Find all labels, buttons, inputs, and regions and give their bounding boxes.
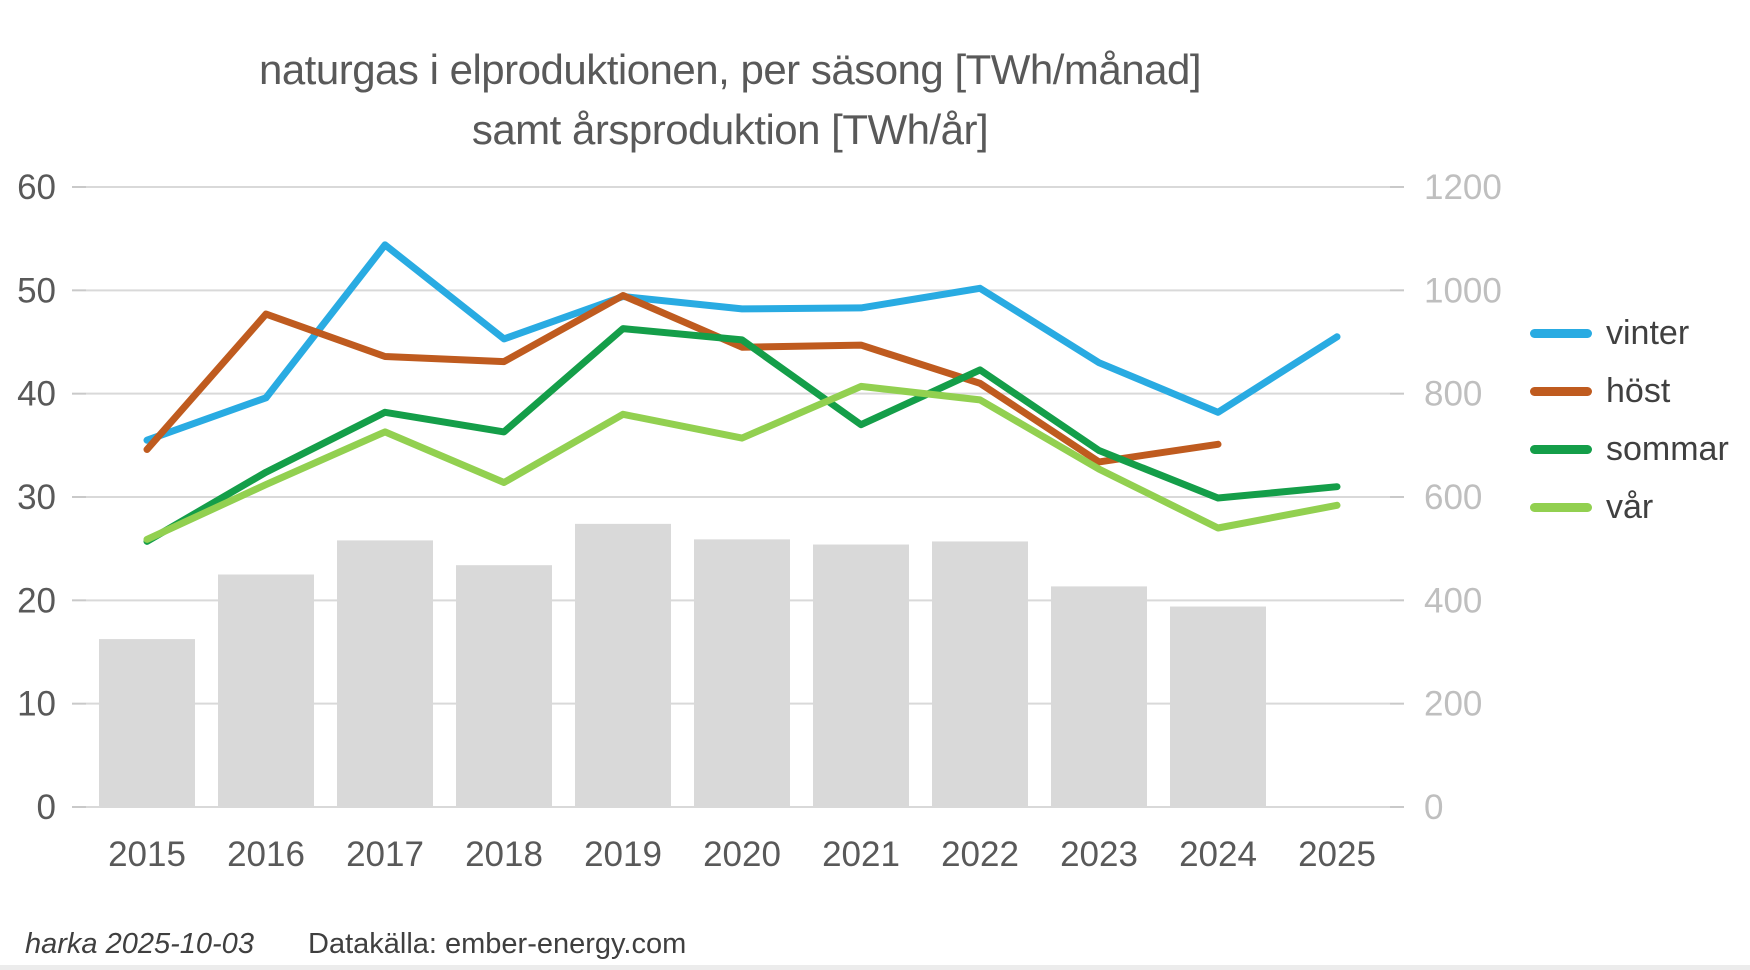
right-axis-tick-label: 800 <box>1424 375 1482 414</box>
series-line-sommar <box>143 325 1341 545</box>
legend-chip-höst <box>1530 386 1592 396</box>
right-axis-tick-label: 200 <box>1424 685 1482 724</box>
right-axis-tick-label: 1000 <box>1424 271 1502 310</box>
left-axis-tick-label: 0 <box>37 788 56 827</box>
series-line-vår <box>143 382 1341 543</box>
legend-label: sommar <box>1606 429 1729 468</box>
x-axis-label: 2021 <box>822 835 900 874</box>
legend-label: vår <box>1606 487 1654 526</box>
bar-2024 <box>1170 606 1266 807</box>
bar-2023 <box>1051 586 1147 807</box>
legend-chip-vår <box>1530 502 1592 512</box>
bottom-strip <box>0 965 1750 970</box>
legend-label: höst <box>1606 371 1671 410</box>
chart-legend: vinter höst sommar vår <box>1530 304 1729 536</box>
left-axis-tick-label: 30 <box>17 478 56 517</box>
right-axis-tick-label: 1200 <box>1424 168 1502 207</box>
x-axis-label: 2025 <box>1298 835 1376 874</box>
legend-row-vår: vår <box>1530 478 1729 536</box>
x-axis-label: 2016 <box>227 835 305 874</box>
x-axis-label: 2022 <box>941 835 1019 874</box>
chart-title: naturgas i elproduktionen, per säsong [T… <box>0 40 1460 160</box>
chart-title-line2: samt årsproduktion [TWh/år] <box>471 106 989 153</box>
chart-title-line1: naturgas i elproduktionen, per säsong [T… <box>258 46 1202 93</box>
footer-source: Datakälla: ember-energy.com <box>308 928 687 960</box>
footer-credit: harka 2025-10-03 <box>25 928 254 960</box>
legend-row-sommar: sommar <box>1530 420 1729 478</box>
x-axis-label: 2017 <box>346 835 424 874</box>
x-axis-label: 2023 <box>1060 835 1138 874</box>
left-axis-tick-label: 60 <box>17 168 56 207</box>
legend-label: vinter <box>1606 313 1690 352</box>
left-axis-tick-label: 20 <box>17 581 56 620</box>
right-axis-tick-label: 600 <box>1424 478 1482 517</box>
left-axis-tick-label: 50 <box>17 271 56 310</box>
right-axis-tick-label: 0 <box>1424 788 1443 827</box>
x-axis-label: 2018 <box>465 835 543 874</box>
series-line-höst <box>143 292 1222 466</box>
bar-2015 <box>99 639 195 807</box>
x-axis-label: 2020 <box>703 835 781 874</box>
bar-2019 <box>575 523 671 807</box>
series-line-vinter <box>143 241 1341 444</box>
bar-2020 <box>694 539 790 807</box>
x-axis-label: 2015 <box>108 835 186 874</box>
legend-chip-vinter <box>1530 328 1592 338</box>
legend-chip-sommar <box>1530 444 1592 454</box>
bar-2016 <box>218 574 314 807</box>
x-axis-label: 2019 <box>584 835 662 874</box>
bar-2018 <box>456 565 552 807</box>
bar-2021 <box>813 544 909 807</box>
bar-2017 <box>337 540 433 807</box>
bar-2022 <box>932 541 1028 807</box>
right-axis-tick-label: 400 <box>1424 581 1482 620</box>
left-axis-tick-label: 10 <box>17 685 56 724</box>
x-axis-label: 2024 <box>1179 835 1257 874</box>
legend-row-vinter: vinter <box>1530 304 1729 362</box>
left-axis-tick-label: 40 <box>17 375 56 414</box>
legend-row-höst: höst <box>1530 362 1729 420</box>
